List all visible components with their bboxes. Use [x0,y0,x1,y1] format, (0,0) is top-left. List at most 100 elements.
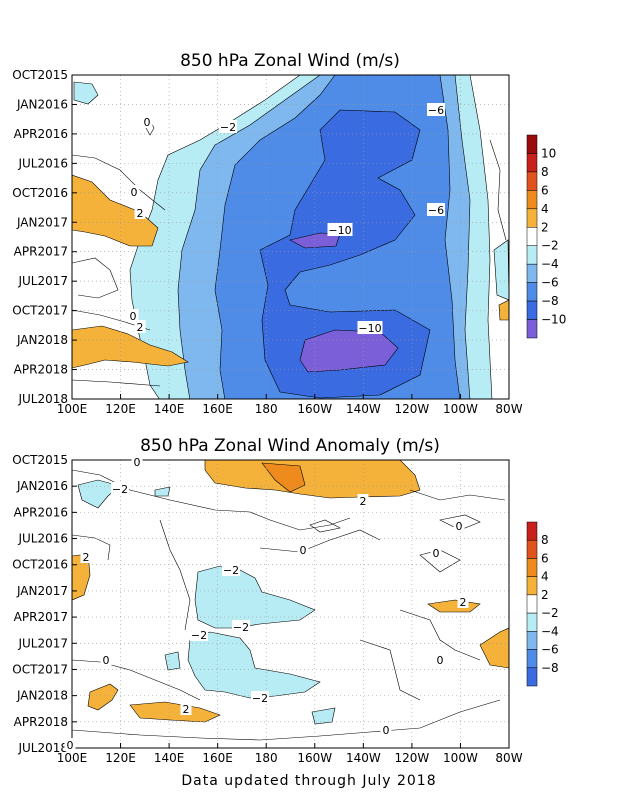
bot-contour-label: 2 [460,596,467,609]
bot-colorbar-label: −4 [541,624,559,638]
top-fill-neg10-b [299,329,399,373]
top-x-tick-label: 100W [443,402,478,416]
bot-colorbar-label: 2 [541,588,549,602]
top-x-tick-label: 140W [346,402,381,416]
bot-y-tick-label: JAN2016 [16,479,68,493]
top-colorbar-label: 4 [541,202,549,216]
bot-contour-label: −2 [252,692,268,705]
bot-contour-label: 2 [83,551,90,564]
top-y-tick-label: APR2016 [14,127,68,141]
top-contour-label: −10 [328,224,351,237]
bot-contour-label-bg [80,550,92,563]
bot-contour-label-bg [380,723,392,736]
top-colorbar-label: −8 [541,294,559,308]
bot-y-tick-label: JUL2018 [17,741,68,755]
top-y-tick-label: JUL2018 [17,392,68,406]
bot-y-tick-label: JAN2018 [16,689,68,703]
top-fill-neg2-b [73,81,99,105]
bot-contour-label: −2 [223,564,239,577]
bot-contour-label-bg [251,691,269,704]
bot-contour-label-bg [457,595,469,608]
top-chart-title: 850 hPa Zonal Wind (m/s) [180,51,400,71]
bot-x-tick-label: 140E [154,751,185,765]
bot-fill-neg-b [154,486,171,497]
top-x-tick-label: 120W [394,402,429,416]
top-contour-label: 2 [137,321,144,334]
top-contour-label: 2 [137,207,144,220]
top-x-tick-label: 80W [495,402,522,416]
top-colorbar-swatch [526,263,538,283]
bot-fill-neg-c [194,565,316,629]
top-y-tick-label: OCT2015 [12,68,68,82]
top-colorbar-label: −4 [541,257,559,271]
top-y-tick-label: APR2018 [14,363,68,377]
top-colorbar-swatch [526,208,538,228]
bot-y-tick-label: JUL2017 [17,636,68,650]
bottom-chart-title: 850 hPa Zonal Wind Anomaly (m/s) [140,436,440,456]
bot-colorbar-swatch [526,649,538,669]
bot-y-tick-label: APR2017 [14,610,68,624]
bot-colorbar-swatch [526,521,538,541]
top-colorbar-swatch [526,319,538,339]
top-y-tick-label: APR2017 [14,245,68,259]
top-contour-label: 0 [130,310,137,323]
bot-colorbar-label: −2 [541,606,559,620]
bot-contour-label-bg [100,653,112,666]
bot-contour-label-bg [232,620,250,633]
bot-x-tick-label: 80W [495,751,522,765]
top-colorbar-label: 10 [541,146,556,160]
top-x-axis: 100E 120E 140E 160E 180 160W 140W 120W 100W 80W [57,394,523,416]
bottom-contour-labels: −2 0 2 0 0 2 −2 0 −2 −2 2 0 −2 0 2 0 0 [64,455,469,752]
top-x-tick-label: 100E [57,402,88,416]
bot-y-tick-label: APR2018 [14,715,68,729]
top-contour-label-bg [128,185,140,198]
bot-contour-label-bg [453,519,465,532]
bot-y-tick-label: APR2016 [14,505,68,519]
bot-x-tick-label: 120E [105,751,136,765]
bot-x-tick-label: 100E [57,751,88,765]
top-contour-label: 0 [144,116,151,129]
bot-colorbar-swatch [526,631,538,650]
top-colorbar-label: 8 [541,165,549,179]
bot-contour-label: 0 [437,654,444,667]
top-y-tick-label: OCT2016 [12,186,68,200]
top-contour-label-bg [327,223,353,236]
bot-x-tick-label: 160W [297,751,332,765]
bot-x-tick-label: 160E [202,751,233,765]
top-contour-label-bg [427,103,445,116]
bot-contour-label: 0 [456,520,463,533]
bottom-x-axis: 100E 120E 140E 160E 180 160W 140W 120W 100W 80W [57,743,523,765]
bot-colorbar-label: −6 [541,643,559,657]
bot-fill-pos-d [129,701,221,723]
bot-contour-label: −2 [112,483,128,496]
bottom-plot-frame [71,459,510,749]
top-x-tick-label: 140E [154,402,185,416]
bot-x-tick-label: 180 [255,751,278,765]
top-colorbar-swatch [526,300,538,320]
bot-contour-label-bg [357,494,369,507]
top-colorbar: 10 8 6 4 2 −2 −4 −6 −8 −10 [526,134,566,339]
top-fill-pos-b [72,325,189,369]
bot-y-tick-label: OCT2016 [12,558,68,572]
top-y-axis: OCT2015 JAN2016 APR2016 JUL2016 OCT2016 JAN20… [12,68,77,406]
bot-fill-pos-f [479,627,509,669]
top-colorbar-swatch [526,245,538,265]
bot-fill-neg-a [77,479,121,509]
top-contour-label: −6 [428,204,444,217]
bot-contour-label-bg [64,738,76,751]
top-contour-label-bg [219,120,237,133]
top-contour-label: −10 [358,322,381,335]
top-colorbar-label: 2 [541,220,549,234]
bot-contour-label: 0 [383,724,390,737]
top-contour-label-bg [141,115,153,128]
bot-x-tick-label: 120W [394,751,429,765]
bot-fill-pos-a2 [261,462,306,493]
bot-contour-label: 0 [67,739,74,752]
top-fill-neg8 [259,109,431,399]
top-x-tick-label: 160E [202,402,233,416]
top-colorbar-swatch [526,282,538,302]
bot-fill-pos-c [87,683,119,711]
bot-colorbar-label: 8 [541,533,549,547]
bottom-y-axis: OCT2015 JAN2016 APR2016 JUL2016 OCT2016 JAN20… [12,453,77,755]
